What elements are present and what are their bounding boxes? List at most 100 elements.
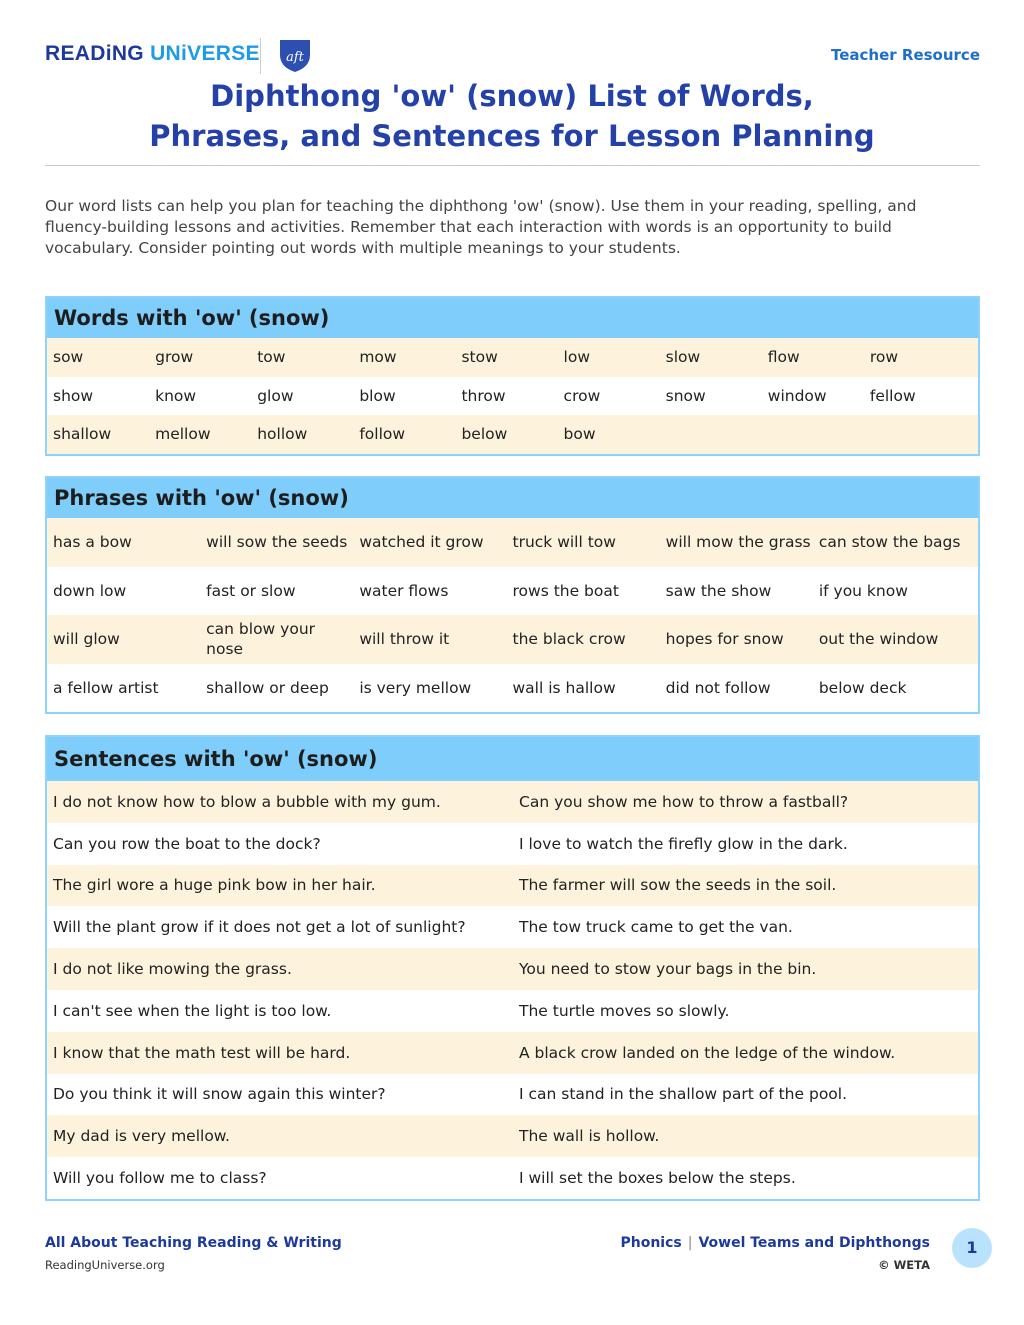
table-cell: will mow the grass xyxy=(665,533,811,552)
table-cell: window xyxy=(767,386,827,405)
table-cell: A black crow landed on the ledge of the … xyxy=(519,1043,896,1062)
page-title: Diphthong 'ow' (snow) List of Words, Phra… xyxy=(0,76,1024,156)
table-cell: will throw it xyxy=(359,630,450,649)
section-heading: Phrases with 'ow' (snow) xyxy=(47,478,978,518)
table-cell: Do you think it will snow again this win… xyxy=(53,1085,386,1104)
table-cell: has a bow xyxy=(53,533,132,552)
table-cell: mow xyxy=(359,348,397,367)
table-cell: truck will tow xyxy=(512,533,616,552)
table-cell: below xyxy=(461,425,508,444)
table-cell: hollow xyxy=(257,425,308,444)
table-cell: wall is hallow xyxy=(512,678,616,697)
aft-shield-logo: aft xyxy=(280,40,310,72)
table-cell: Will the plant grow if it does not get a… xyxy=(53,918,466,937)
logo-text-2: UNiVERSE xyxy=(150,42,260,65)
table-row: I do not like mowing the grass. You need … xyxy=(47,948,978,990)
table-cell: The girl wore a huge pink bow in her hai… xyxy=(53,876,376,895)
table-row: show know glow blow throw crow snow window fello… xyxy=(47,377,978,416)
table-cell: slow xyxy=(665,348,701,367)
title-line-2: Phrases, and Sentences for Lesson Planni… xyxy=(149,119,875,153)
table-cell: mellow xyxy=(155,425,211,444)
table-cell: did not follow xyxy=(665,678,771,697)
table-cell: if you know xyxy=(818,581,908,600)
table-row: will glow can blow your nose will throw it… xyxy=(47,615,978,664)
table-cell: is very mellow xyxy=(359,678,472,697)
table-cell: I will set the boxes below the steps. xyxy=(519,1169,796,1188)
table-cell: The wall is hollow. xyxy=(519,1127,660,1146)
footer-url[interactable]: ReadingUniverse.org xyxy=(45,1258,165,1272)
table-cell: crow xyxy=(563,386,601,405)
sentences-section: Sentences with 'ow' (snow) I do not know … xyxy=(45,735,980,1201)
intro-paragraph: Our word lists can help you plan for tea… xyxy=(45,197,917,257)
table-row: sow grow tow mow stow low slow flow row xyxy=(47,338,978,377)
copyright: © WETA xyxy=(878,1258,930,1272)
table-row: has a bow will sow the seeds watched it gr… xyxy=(47,518,978,567)
table-cell: My dad is very mellow. xyxy=(53,1127,230,1146)
table-row: The girl wore a huge pink bow in her hai… xyxy=(47,864,978,907)
table-cell: The farmer will sow the seeds in the soi… xyxy=(519,876,837,895)
table-row: Can you row the boat to the dock? I love … xyxy=(47,823,978,865)
table-cell: throw xyxy=(461,386,506,405)
table-cell: low xyxy=(563,348,591,367)
footer-breadcrumb: Phonics | Vowel Teams and Diphthongs xyxy=(620,1235,930,1251)
table-cell: the black crow xyxy=(512,630,626,649)
breadcrumb-separator: | xyxy=(687,1235,693,1251)
table-cell: hopes for snow xyxy=(665,630,784,649)
table-row: down low fast or slow water flows rows the … xyxy=(47,567,978,616)
table-cell: will glow xyxy=(53,630,120,649)
table-row: I can't see when the light is too low. Th… xyxy=(47,990,978,1032)
table-cell: show xyxy=(53,386,94,405)
table-cell: glow xyxy=(257,386,294,405)
phrases-section: Phrases with 'ow' (snow) has a bow will so… xyxy=(45,476,980,714)
table-cell: fast or slow xyxy=(206,581,296,600)
table-cell: I can't see when the light is too low. xyxy=(53,1001,332,1020)
footer-title[interactable]: All About Teaching Reading & Writing xyxy=(45,1235,342,1251)
logo-divider xyxy=(260,38,261,74)
table-row: I do not know how to blow a bubble with … xyxy=(47,781,978,823)
table-cell: Can you row the boat to the dock? xyxy=(53,834,321,853)
table-cell: I do not like mowing the grass. xyxy=(53,960,292,979)
table-cell: bow xyxy=(563,425,596,444)
table-cell: fellow xyxy=(869,386,916,405)
table-cell: watched it grow xyxy=(359,533,484,552)
table-row: shallow mellow hollow follow below bow xyxy=(47,415,978,454)
table-cell: You need to stow your bags in the bin. xyxy=(519,960,817,979)
table-cell: grow xyxy=(155,348,194,367)
table-cell: down low xyxy=(53,581,127,600)
table-cell: saw the show xyxy=(665,581,772,600)
table-cell: water flows xyxy=(359,581,449,600)
table-cell: snow xyxy=(665,386,706,405)
table-cell: shallow xyxy=(53,425,112,444)
table-cell: tow xyxy=(257,348,286,367)
table-cell: out the window xyxy=(818,630,939,649)
breadcrumb-vowel-teams[interactable]: Vowel Teams and Diphthongs xyxy=(698,1235,930,1251)
table-cell: I know that the math test will be hard. xyxy=(53,1043,351,1062)
table-cell: I love to watch the firefly glow in the … xyxy=(519,834,848,853)
table-row: Do you think it will snow again this win… xyxy=(47,1074,978,1116)
table-row: Will you follow me to class? I will set t… xyxy=(47,1157,978,1199)
section-heading: Sentences with 'ow' (snow) xyxy=(47,737,978,781)
table-cell: can blow your nose xyxy=(206,620,316,659)
table-cell: The turtle moves so slowly. xyxy=(519,1001,730,1020)
table-cell: Will you follow me to class? xyxy=(53,1169,267,1188)
svg-text:aft: aft xyxy=(286,50,305,65)
table-cell: a fellow artist xyxy=(53,678,159,697)
table-cell: below deck xyxy=(818,678,907,697)
table-cell: shallow or deep xyxy=(206,678,329,697)
table-cell: flow xyxy=(767,348,800,367)
table-cell: stow xyxy=(461,348,498,367)
table-cell: know xyxy=(155,386,197,405)
table-row: I know that the math test will be hard. A… xyxy=(47,1031,978,1074)
table-row: Will the plant grow if it does not get a… xyxy=(47,906,978,948)
reading-universe-logo[interactable]: READiNG UNiVERSE xyxy=(45,42,260,66)
title-line-1: Diphthong 'ow' (snow) List of Words, xyxy=(210,79,814,113)
table-cell: can stow the bags xyxy=(818,533,961,552)
table-cell: Can you show me how to throw a fastball? xyxy=(519,792,849,811)
logo-text-1: READiNG xyxy=(45,42,144,65)
breadcrumb-phonics[interactable]: Phonics xyxy=(620,1235,682,1251)
words-section: Words with 'ow' (snow) sow grow tow mow stow l… xyxy=(45,296,980,456)
table-cell: The tow truck came to get the van. xyxy=(519,918,793,937)
table-row: a fellow artist shallow or deep is very me… xyxy=(47,664,978,713)
table-cell: I do not know how to blow a bubble with … xyxy=(53,792,441,811)
table-row: My dad is very mellow. The wall is hollow… xyxy=(47,1115,978,1158)
